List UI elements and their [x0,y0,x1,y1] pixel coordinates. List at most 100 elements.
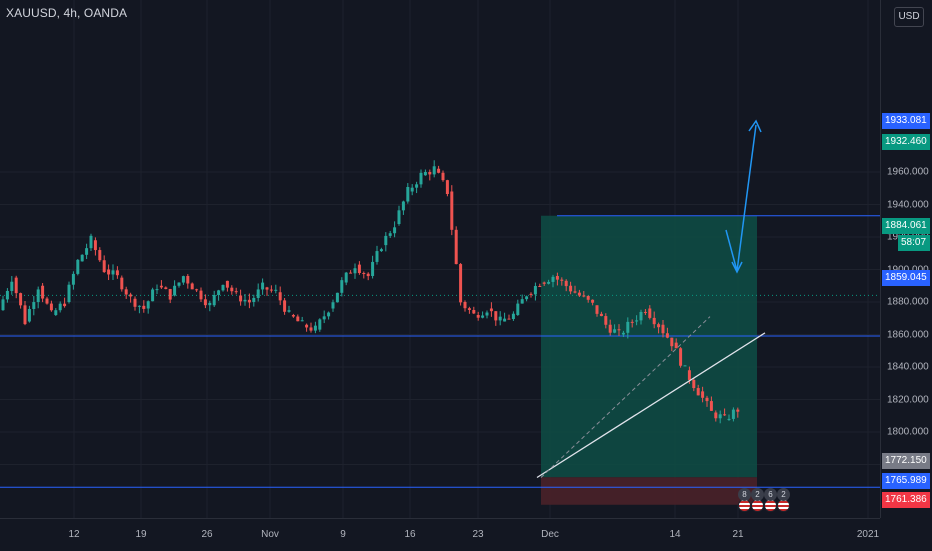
candle-body [199,290,203,300]
candle-body [256,289,260,298]
candle-body [58,303,62,311]
candle-body [107,269,111,275]
candle-body [181,276,185,283]
candle-body [630,321,634,323]
candle-body [67,284,71,302]
candle-body [1,299,5,311]
candle-body [617,329,621,331]
price-tick-label: 1800.000 [887,426,929,438]
price-tick-label: 1960.000 [887,166,929,178]
candle-body [428,172,432,175]
candle-body [287,310,291,312]
candle-body [146,301,150,309]
price-tick-label: 1940.000 [887,199,929,210]
time-tick-label: 16 [404,529,416,540]
candle-body [401,201,405,211]
candle-body [696,388,700,396]
candle-body [687,370,691,380]
event-marker[interactable]: 6 [764,488,777,512]
candle-body [516,303,520,315]
event-marker[interactable]: 8 [738,488,751,512]
candle-body [305,324,309,328]
candle-body [547,281,551,284]
candle-body [437,168,441,173]
candle-body [489,308,493,312]
candle-body [635,320,639,322]
candle-body [384,235,388,246]
candle-body [604,316,608,325]
candle-body [657,324,661,328]
price-label-4: 1772.150 [882,453,930,469]
price-tick-label: 1860.000 [887,329,929,340]
candle-body [203,299,207,306]
candle-body [705,397,709,402]
candle-body [300,320,304,322]
candle-body [569,285,573,292]
candle-body [349,272,353,274]
candle-body [362,273,366,275]
event-marker[interactable]: 2 [751,488,764,512]
candle-body [555,276,559,280]
position-dashed-line [540,316,711,478]
candle-body [111,270,115,275]
candle-body [591,299,595,303]
candle-body [335,292,339,303]
candle-body [115,270,119,276]
candle-body [718,414,722,419]
candle-body [27,308,31,322]
candle-body [98,250,102,261]
candle-body [432,166,436,175]
event-count-badge: 2 [751,488,764,501]
candle-body [89,235,93,249]
candle-body [454,229,458,265]
currency-button[interactable]: USD [894,7,924,27]
chart-title: XAUUSD, 4h, OANDA [6,6,128,20]
price-axis[interactable]: 1780.0001800.0001820.0001840.0001860.000… [880,0,932,518]
candle-body [608,324,612,333]
projection-arrow-down-head [731,261,743,274]
candle-body [225,280,229,288]
time-tick-label: 14 [669,529,681,540]
candle-body [159,285,163,288]
candle-body [723,414,727,416]
candle-body [102,260,106,273]
chart-canvas[interactable] [0,0,880,518]
price-label-2: 1884.061 [882,218,930,234]
candle-body [701,391,705,398]
candle-body [5,290,9,300]
candle-body [533,285,537,295]
candle-body [674,342,678,349]
candle-body [318,319,322,330]
candle-body [375,251,379,262]
trendline [536,332,766,479]
candle-body [247,299,251,303]
candle-body [498,316,502,321]
candle-body [582,295,586,297]
candle-body [252,297,256,302]
candle-body [296,316,300,322]
projection-arrow-head [748,119,762,133]
candle-body [599,313,603,317]
candle-body [406,186,410,202]
candle-body [80,254,84,262]
candle-body [274,289,278,291]
candle-body [283,300,287,312]
price-label-0: 1933.081 [882,113,930,129]
event-marker[interactable]: 2 [777,488,790,512]
price-chart[interactable] [0,0,880,518]
candle-body [679,348,683,366]
candle-body [155,289,159,291]
candle-body [573,291,577,293]
candle-body [538,285,542,287]
candle-body [269,289,273,291]
candle-body [243,299,247,302]
candle-body [542,282,546,284]
candle-body [393,227,397,234]
candle-body [45,298,49,304]
candle-body [265,287,269,290]
candle-body [507,318,511,320]
price-tick-label: 1900.000 [887,264,929,275]
time-axis[interactable]: 12 19 26 Nov 9 16 23 Dec 14 21 2021 [0,518,880,551]
candle-body [736,409,740,412]
candle-body [173,285,177,296]
